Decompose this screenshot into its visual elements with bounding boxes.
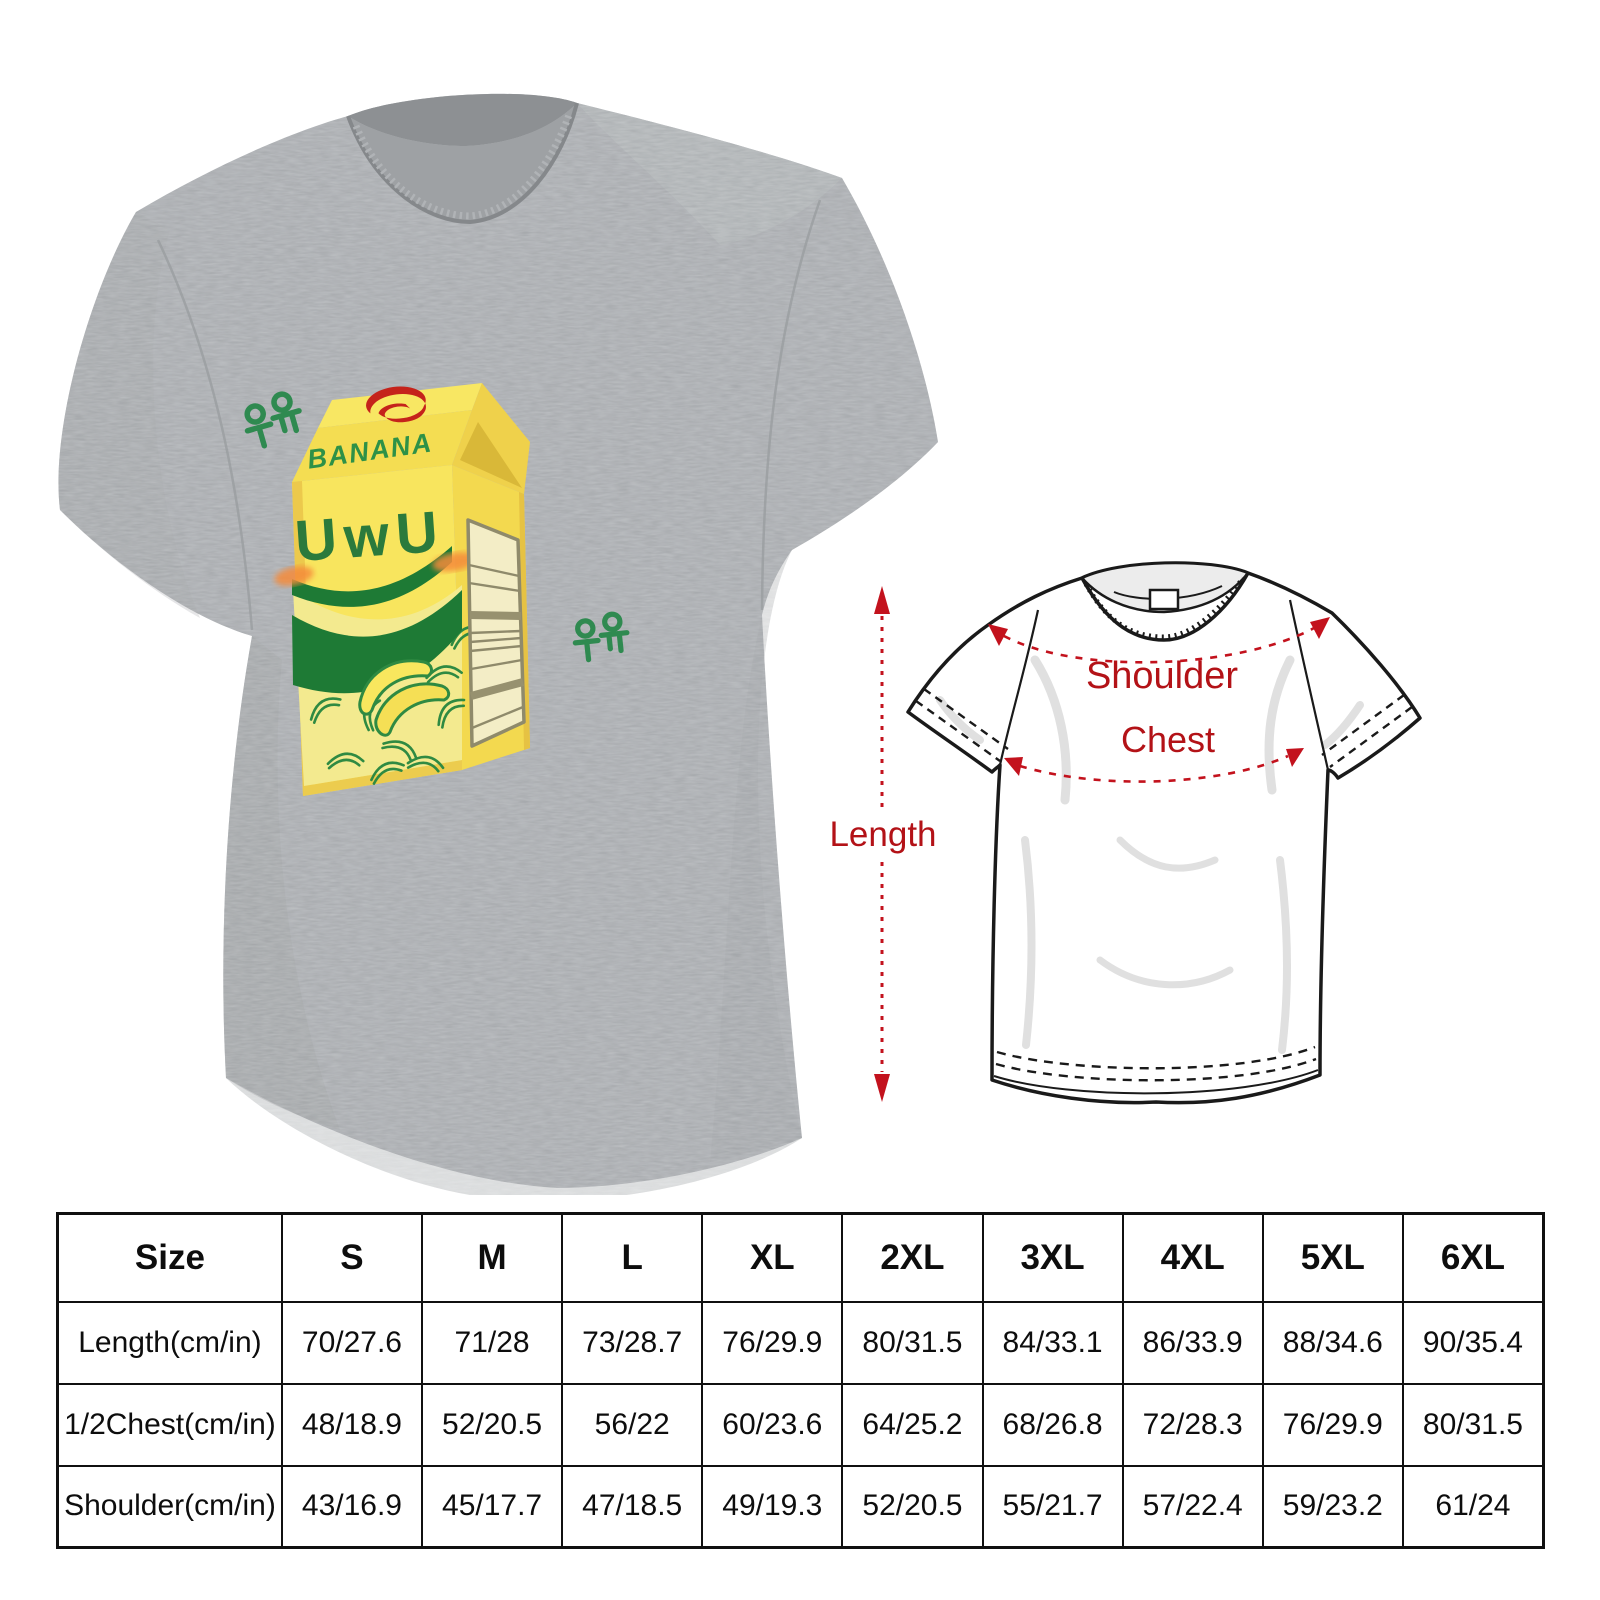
swoosh-thin [292,546,452,607]
length-arrow [874,586,890,1102]
shoulder-value: 59/23.2 [1261,1464,1404,1549]
shoulder-value: 49/19.3 [701,1464,844,1549]
size-header-4xl: 4XL [1121,1212,1264,1303]
chest-value: 80/31.5 [1401,1382,1545,1467]
length-value: 76/29.9 [701,1300,844,1385]
shoulder-row: Shoulder(cm/in) 43/16.9 45/17.7 47/18.5 … [56,1464,1545,1549]
chest-value: 76/29.9 [1261,1382,1404,1467]
shoulder-value: 57/22.4 [1121,1464,1264,1549]
length-row: Length(cm/in) 70/27.6 71/28 73/28.7 76/2… [56,1300,1545,1385]
measure-annotations: Length Shoulder Chest [829,586,1330,1102]
shoulder-line [988,617,1330,664]
shoulder-value: 61/24 [1401,1464,1545,1549]
tshirt-photo-svg: BANANA UwU [58,93,938,1201]
chest-row-label: 1/2Chest(cm/in) [56,1382,283,1467]
chest-value: 64/25.2 [841,1382,984,1467]
chest-value: 68/26.8 [981,1382,1124,1467]
size-header-l: L [561,1212,704,1303]
size-header-5xl: 5XL [1261,1212,1404,1303]
shoulder-value: 45/17.7 [420,1464,564,1549]
size-header-m: M [420,1212,564,1303]
length-row-label: Length(cm/in) [56,1300,283,1385]
uwu-text: UwU [293,499,447,574]
carton-graphic: BANANA UwU [240,383,629,796]
shoulder-value: 52/20.5 [841,1464,984,1549]
chest-value: 52/20.5 [420,1382,564,1467]
chest-label: Chest [1121,719,1215,760]
size-col-header: Size [56,1212,283,1303]
length-value: 84/33.1 [981,1300,1124,1385]
chest-line [1004,748,1304,783]
collar-tag [1148,588,1180,611]
shoulder-value: 43/16.9 [280,1464,424,1549]
length-value: 71/28 [420,1300,564,1385]
size-header-6xl: 6XL [1401,1212,1545,1303]
length-value: 86/33.9 [1121,1300,1264,1385]
length-value: 73/28.7 [561,1300,704,1385]
length-label: Length [829,815,936,854]
size-chart-table: Size S M L XL 2XL 3XL 4XL 5XL 6XL Length… [56,1212,1545,1549]
diagram-shirt [906,561,1422,1105]
size-header-xl: XL [701,1212,844,1303]
size-header-s: S [280,1212,424,1303]
banana-cluster [358,659,451,737]
carton-spout-shadow [460,422,522,488]
size-header-3xl: 3XL [981,1212,1124,1303]
right-sleeve-seam [760,199,822,611]
chest-value: 56/22 [561,1382,704,1467]
size-header-2xl: 2XL [841,1212,984,1303]
size-diagram-svg: Length Shoulder Chest [829,561,1422,1105]
shoulder-label: Shoulder [1086,655,1238,697]
chest-row: 1/2Chest(cm/in) 48/18.9 52/20.5 56/22 60… [56,1382,1545,1467]
left-sleeve-seam [156,239,254,631]
chest-value: 48/18.9 [280,1382,424,1467]
nutrition-panel [466,518,526,748]
length-value: 80/31.5 [841,1300,984,1385]
collar [346,93,579,225]
size-diagram: Length Shoulder Chest [820,540,1460,1140]
carton-gable-side [452,383,530,494]
tshirt-photo: BANANA UwU [30,70,950,1201]
length-value: 90/35.4 [1401,1300,1545,1385]
carton-roof-panel [292,410,472,482]
chest-value: 72/28.3 [1121,1382,1264,1467]
shoulder-value: 55/21.7 [981,1464,1124,1549]
shoulder-row-label: Shoulder(cm/in) [56,1464,283,1549]
brand-swirl-icon [366,386,426,423]
shoulder-value: 47/18.5 [561,1464,704,1549]
length-value: 70/27.6 [280,1300,424,1385]
chest-value: 60/23.6 [701,1382,844,1467]
length-value: 88/34.6 [1261,1300,1404,1385]
size-chart-header-row: Size S M L XL 2XL 3XL 4XL 5XL 6XL [56,1212,1545,1303]
